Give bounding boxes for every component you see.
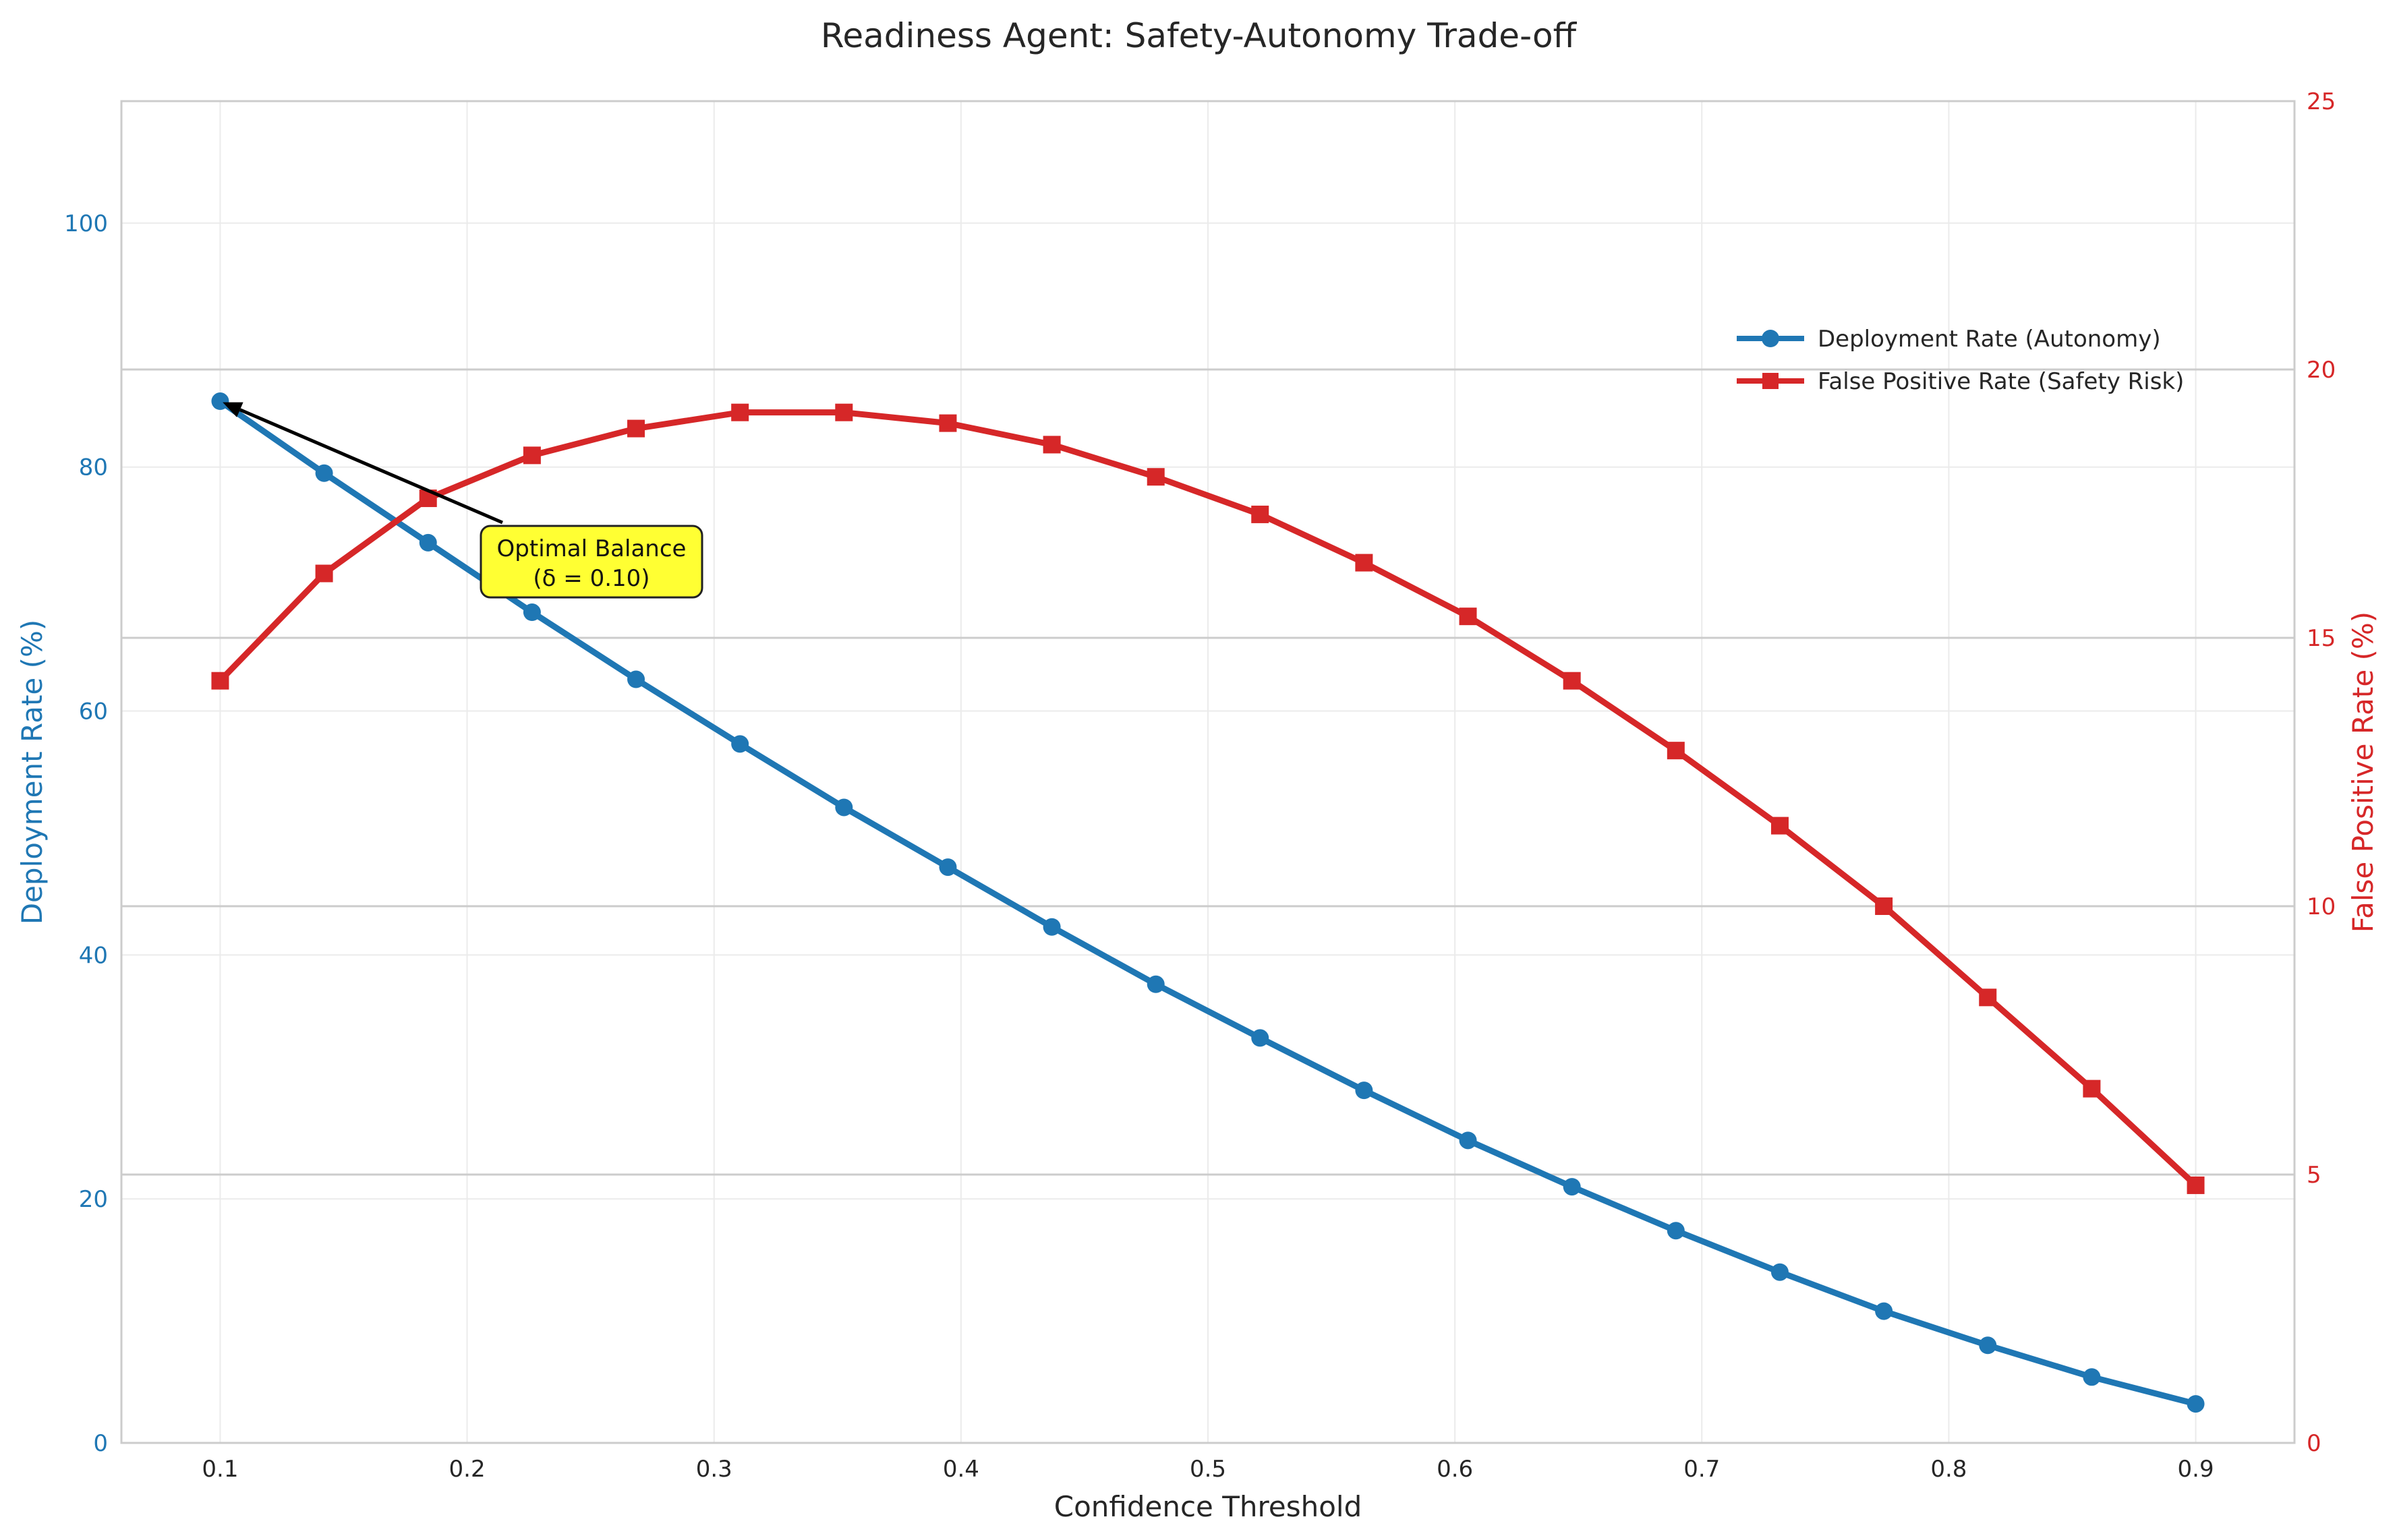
- false-positive-point: [1355, 554, 1373, 572]
- deployment-point: [1459, 1131, 1477, 1150]
- x-axis-ticks: 0.1 0.2 0.3 0.4 0.5 0.6 0.7 0.8 0.9: [202, 1456, 2214, 1483]
- x-tick-label: 0.7: [1683, 1456, 1720, 1483]
- grid-layer: [121, 101, 2294, 1444]
- false-positive-point: [1147, 468, 1165, 486]
- x-tick-label: 0.8: [1930, 1456, 1967, 1483]
- x-tick-label: 0.2: [449, 1456, 486, 1483]
- series-layer: [211, 392, 2205, 1413]
- series-line-deployment: [216, 398, 2199, 1407]
- y-right-axis-ticks: 0 5 10 15 20 25: [2307, 88, 2336, 1457]
- deployment-point: [211, 392, 229, 411]
- x-axis-label: Confidence Threshold: [1054, 1490, 1362, 1523]
- y-left-tick-label: 100: [64, 210, 108, 237]
- deployment-point: [2083, 1368, 2101, 1386]
- series-line-false-positive: [216, 409, 2199, 1189]
- annotation-text-line1: Optimal Balance: [497, 535, 687, 562]
- false-positive-point: [939, 414, 957, 432]
- deployment-point: [835, 798, 853, 817]
- y-left-axis-ticks: 0 20 40 60 80 100: [64, 210, 108, 1457]
- deployment-point: [419, 533, 437, 552]
- legend-label-deployment: Deployment Rate (Autonomy): [1818, 326, 2161, 353]
- x-tick-label: 0.5: [1190, 1456, 1226, 1483]
- y-right-tick-label: 25: [2307, 88, 2336, 115]
- deployment-point: [523, 603, 541, 622]
- false-positive-point: [835, 403, 853, 421]
- x-tick-label: 0.6: [1437, 1456, 1473, 1483]
- deployment-point: [1979, 1336, 1997, 1355]
- legend-marker-deployment: [1762, 330, 1779, 347]
- deployment-point: [627, 670, 645, 688]
- legend-marker-false-positive: [1762, 373, 1779, 389]
- false-positive-point: [2187, 1176, 2205, 1194]
- y-left-tick-label: 0: [93, 1430, 108, 1457]
- y-left-tick-label: 20: [79, 1186, 108, 1213]
- y-right-tick-label: 20: [2307, 357, 2336, 384]
- false-positive-point: [523, 446, 541, 465]
- y-right-tick-label: 5: [2307, 1162, 2321, 1189]
- deployment-point: [1563, 1178, 1581, 1196]
- deployment-point: [939, 858, 957, 877]
- false-positive-point: [1251, 505, 1269, 523]
- x-tick-label: 0.9: [2178, 1456, 2214, 1483]
- x-tick-label: 0.4: [943, 1456, 979, 1483]
- false-positive-point: [1770, 817, 1789, 835]
- deployment-point: [1875, 1302, 1893, 1320]
- y-right-tick-label: 15: [2307, 625, 2336, 652]
- x-tick-label: 0.3: [696, 1456, 732, 1483]
- deployment-point: [1251, 1029, 1269, 1047]
- y-right-tick-label: 0: [2307, 1430, 2321, 1457]
- false-positive-point: [211, 672, 229, 690]
- annotation-box: [480, 525, 703, 599]
- annotation-optimal-balance: Optimal Balance (δ = 0.10): [223, 402, 703, 599]
- false-positive-point: [2083, 1079, 2101, 1098]
- y-right-tick-label: 10: [2307, 893, 2336, 920]
- y-left-axis-label: Deployment Rate (%): [16, 620, 49, 925]
- y-left-tick-label: 60: [79, 699, 108, 725]
- legend-label-false-positive: False Positive Rate (Safety Risk): [1818, 368, 2184, 395]
- false-positive-point: [1979, 988, 1997, 1007]
- deployment-point: [1667, 1222, 1685, 1240]
- x-tick-label: 0.1: [202, 1456, 238, 1483]
- y-right-axis-label: False Positive Rate (%): [2346, 612, 2379, 932]
- deployment-point: [731, 735, 749, 753]
- false-positive-point: [315, 564, 333, 583]
- false-positive-point: [1667, 742, 1685, 760]
- false-positive-point: [1875, 897, 1893, 915]
- deployment-point: [1355, 1082, 1373, 1100]
- false-positive-point: [627, 419, 645, 438]
- deployment-point: [2187, 1395, 2205, 1413]
- annotation-text-line2: (δ = 0.10): [533, 565, 649, 592]
- annotation-arrowhead: [223, 402, 243, 417]
- false-positive-point: [1563, 672, 1581, 690]
- chart-title: Readiness Agent: Safety-Autonomy Trade-o…: [821, 16, 1578, 55]
- false-positive-point: [731, 403, 749, 421]
- deployment-point: [1147, 975, 1165, 993]
- false-positive-point: [1043, 436, 1061, 454]
- plot-area-frame: [120, 100, 2296, 1444]
- y-left-tick-label: 40: [79, 942, 108, 969]
- y-left-tick-label: 80: [79, 454, 108, 481]
- false-positive-point: [1459, 608, 1477, 626]
- deployment-point: [1770, 1263, 1789, 1281]
- annotation-arrow: [239, 408, 503, 525]
- deployment-point: [1043, 918, 1061, 936]
- deployment-point: [315, 464, 333, 482]
- legend: Deployment Rate (Autonomy) False Positiv…: [1737, 326, 2184, 395]
